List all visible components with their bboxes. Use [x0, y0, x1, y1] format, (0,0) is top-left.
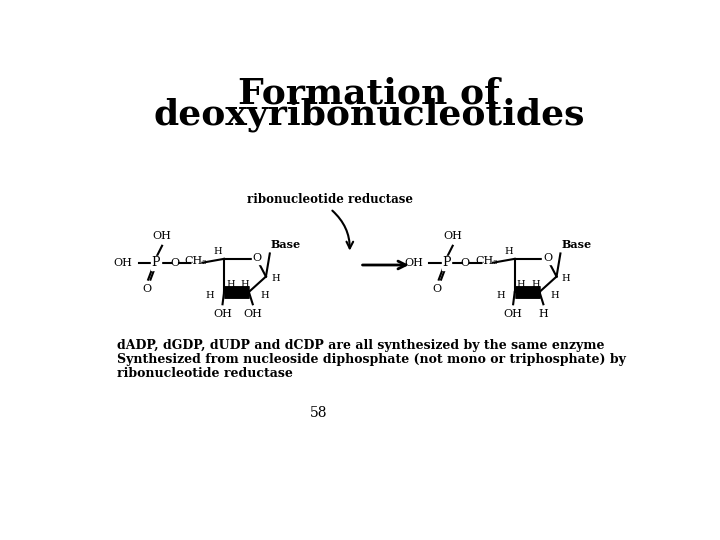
Text: Base: Base	[561, 239, 591, 249]
Text: ribonucleotide reductase: ribonucleotide reductase	[117, 367, 293, 380]
Text: O: O	[461, 258, 469, 268]
Text: O: O	[142, 284, 151, 294]
Text: OH: OH	[243, 309, 262, 319]
Text: OH: OH	[504, 309, 523, 319]
Text: H: H	[562, 274, 570, 284]
Text: Synthesized from nucleoside diphosphate (not mono or triphosphate) by: Synthesized from nucleoside diphosphate …	[117, 353, 626, 366]
Text: Base: Base	[271, 239, 301, 249]
Text: 58: 58	[310, 406, 328, 420]
Text: OH: OH	[114, 258, 132, 268]
Text: dADP, dGDP, dUDP and dCDP are all synthesized by the same enzyme: dADP, dGDP, dUDP and dCDP are all synthe…	[117, 339, 605, 353]
Text: OH: OH	[444, 231, 462, 241]
Text: H: H	[504, 247, 513, 255]
Text: O: O	[544, 253, 552, 263]
Text: OH: OH	[405, 258, 423, 268]
Text: Formation of: Formation of	[238, 76, 500, 110]
Text: deoxyribonucleotides: deoxyribonucleotides	[153, 98, 585, 132]
Text: OH: OH	[213, 309, 232, 319]
Text: OH: OH	[153, 231, 171, 241]
Text: P: P	[442, 256, 451, 269]
Text: CH₂: CH₂	[475, 256, 498, 266]
Text: H: H	[551, 291, 559, 300]
Text: H: H	[539, 309, 548, 319]
Text: H: H	[496, 291, 505, 300]
Text: O: O	[253, 253, 262, 263]
Text: H: H	[260, 291, 269, 300]
Text: ribonucleotide reductase: ribonucleotide reductase	[247, 193, 413, 206]
Text: O: O	[170, 258, 179, 268]
Text: CH₂: CH₂	[185, 256, 207, 266]
Text: H: H	[226, 280, 235, 289]
Text: H: H	[516, 280, 525, 289]
Text: H: H	[214, 247, 222, 255]
Text: H: H	[240, 280, 249, 289]
Text: P: P	[152, 256, 160, 269]
Text: H: H	[531, 280, 540, 289]
Text: H: H	[271, 274, 279, 284]
Text: H: H	[206, 291, 215, 300]
Text: O: O	[433, 284, 442, 294]
